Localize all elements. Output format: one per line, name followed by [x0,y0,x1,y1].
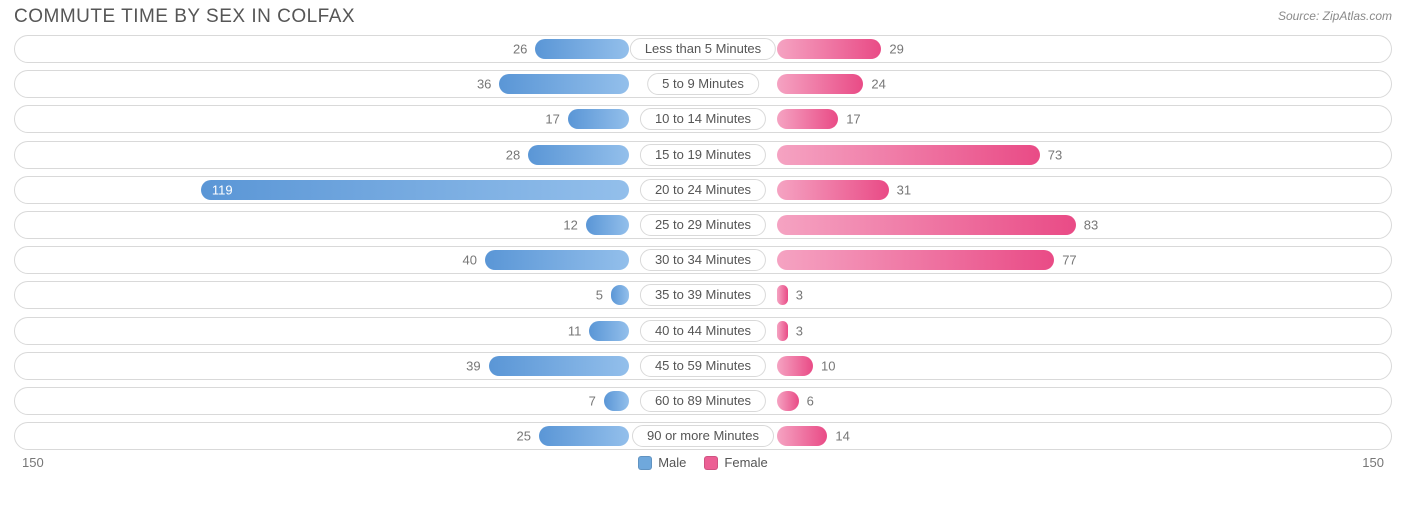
category-label: 45 to 59 Minutes [640,355,766,377]
category-label: 35 to 39 Minutes [640,284,766,306]
bar-male [568,109,629,129]
value-female: 77 [1062,253,1076,268]
chart-source: Source: ZipAtlas.com [1278,6,1392,23]
chart-area: Less than 5 Minutes26295 to 9 Minutes362… [0,32,1406,450]
chart-title: COMMUTE TIME BY SEX IN COLFAX [14,6,355,28]
bar-female [777,426,827,446]
value-male: 7 [589,393,596,408]
chart-row: 15 to 19 Minutes 28 73 [14,141,1392,169]
value-male: 26 [513,42,527,57]
chart-row: 20 to 24 Minutes 119 31 [14,176,1392,204]
chart-row: 25 to 29 Minutes 12 83 [14,211,1392,239]
value-male: 36 [477,77,491,92]
value-female: 3 [796,323,803,338]
bar-male [489,356,629,376]
bar-female [777,321,788,341]
value-female: 31 [897,182,911,197]
legend-label-female: Female [724,455,767,470]
chart-row: Less than 5 Minutes 26 29 [14,35,1392,63]
chart-row: 35 to 39 Minutes 5 3 [14,281,1392,309]
chart-footer: 150 Male Female 150 [0,455,1406,470]
value-female: 73 [1048,147,1062,162]
chart-row: 45 to 59 Minutes 39 10 [14,352,1392,380]
value-male: 17 [545,112,559,127]
bar-male [539,426,629,446]
legend-swatch-female [704,456,718,470]
category-label: 30 to 34 Minutes [640,249,766,271]
bar-female [777,145,1040,165]
bar-male [499,74,629,94]
legend: Male Female [638,455,768,470]
value-female: 14 [835,429,849,444]
bar-male [528,145,629,165]
chart-row: 5 to 9 Minutes 36 24 [14,70,1392,98]
bar-female [777,391,799,411]
bar-male [604,391,629,411]
bar-male [535,39,629,59]
category-label: 60 to 89 Minutes [640,390,766,412]
value-female: 3 [796,288,803,303]
bar-female [777,39,881,59]
bar-male [485,250,629,270]
value-female: 6 [807,393,814,408]
bar-male [586,215,629,235]
category-label: 40 to 44 Minutes [640,320,766,342]
value-male: 40 [463,253,477,268]
bar-male [589,321,629,341]
bar-female [777,180,889,200]
value-male: 39 [466,358,480,373]
legend-label-male: Male [658,455,686,470]
value-female: 17 [846,112,860,127]
value-male: 12 [563,217,577,232]
category-label: 90 or more Minutes [632,425,774,447]
category-label: Less than 5 Minutes [630,38,776,60]
value-male: 11 [568,323,582,338]
value-female: 83 [1084,217,1098,232]
value-female: 10 [821,358,835,373]
bar-female [777,109,838,129]
bar-male [201,180,629,200]
legend-item-female: Female [704,455,767,470]
legend-item-male: Male [638,455,686,470]
chart-row: 30 to 34 Minutes 40 77 [14,246,1392,274]
chart-header: COMMUTE TIME BY SEX IN COLFAX Source: Zi… [0,0,1406,32]
value-male: 25 [517,429,531,444]
legend-swatch-male [638,456,652,470]
bar-female [777,74,863,94]
axis-max-left: 150 [22,455,44,470]
category-label: 25 to 29 Minutes [640,214,766,236]
bar-female [777,356,813,376]
bar-female [777,250,1054,270]
category-label: 5 to 9 Minutes [647,73,759,95]
value-female: 29 [889,42,903,57]
value-male: 28 [506,147,520,162]
chart-row: 40 to 44 Minutes 11 3 [14,317,1392,345]
category-label: 20 to 24 Minutes [640,179,766,201]
chart-row: 60 to 89 Minutes 7 6 [14,387,1392,415]
value-male: 119 [212,182,233,197]
bar-female [777,215,1076,235]
chart-row: 10 to 14 Minutes 17 17 [14,105,1392,133]
value-male: 5 [596,288,603,303]
category-label: 10 to 14 Minutes [640,108,766,130]
value-female: 24 [871,77,885,92]
bar-male [611,285,629,305]
bar-female [777,285,788,305]
category-label: 15 to 19 Minutes [640,144,766,166]
chart-row: 90 or more Minutes 25 14 [14,422,1392,450]
axis-max-right: 150 [1362,455,1384,470]
